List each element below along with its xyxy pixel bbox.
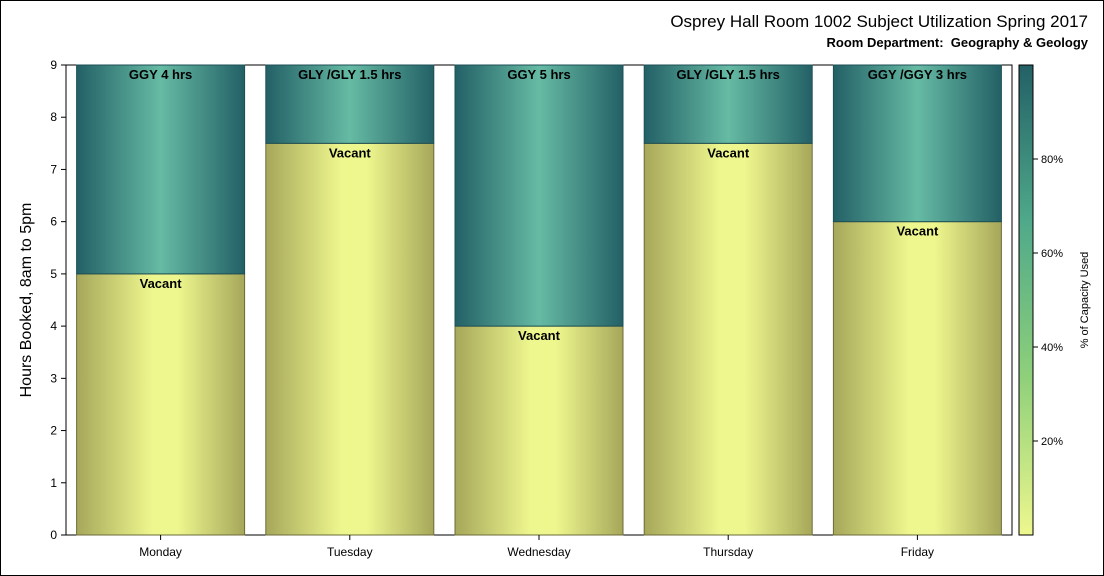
bar-label-booked-thursday: GLY /GLY 1.5 hrs — [677, 67, 780, 82]
y-tick-label: 0 — [50, 528, 57, 542]
y-tick-label: 1 — [50, 476, 57, 490]
x-axis: Monday Tuesday Wednesday Thursday Friday — [139, 535, 934, 559]
colorbar-title: % of Capacity Used — [1079, 252, 1091, 349]
x-tick-label-friday: Friday — [901, 545, 934, 559]
x-tick-label-thursday: Thursday — [703, 545, 753, 559]
y-tick-label: 9 — [50, 58, 57, 72]
x-tick-label-monday: Monday — [139, 545, 182, 559]
bar-label-vacant-monday: Vacant — [140, 276, 183, 291]
bar-label-vacant-thursday: Vacant — [707, 145, 750, 160]
colorbar-scale — [1018, 64, 1034, 536]
bar-booked-monday — [76, 64, 246, 275]
chart-subtitle: Room Department: Geography & Geology — [826, 35, 1088, 50]
bar-label-booked-friday: GGY /GGY 3 hrs — [868, 67, 967, 82]
bar-booked-thursday — [643, 64, 813, 144]
bar-label-booked-wednesday: GGY 5 hrs — [507, 67, 570, 82]
bar-label-booked-tuesday: GLY /GLY 1.5 hrs — [298, 67, 401, 82]
bar-vacant-monday — [76, 273, 246, 536]
colorbar-tick-label: 20% — [1041, 436, 1063, 448]
bar-booked-wednesday — [454, 64, 624, 327]
bar-label-vacant-tuesday: Vacant — [329, 145, 372, 160]
y-tick-label: 6 — [50, 215, 57, 229]
y-tick-label: 2 — [50, 424, 57, 438]
x-tick-label-tuesday: Tuesday — [327, 545, 373, 559]
colorbar-tick-label: 80% — [1041, 154, 1063, 166]
x-tick-label-wednesday: Wednesday — [507, 545, 570, 559]
colorbar-tick-label: 60% — [1041, 248, 1063, 260]
colorbar-legend: 20% 40% 60% 80% % of Capacity Used — [1018, 64, 1091, 536]
bar-vacant-wednesday — [454, 325, 624, 536]
plot-area: GGY 4 hrs Vacant GLY /GLY 1.5 hrs Vacant GGY… — [65, 64, 1013, 536]
bar-vacant-tuesday — [265, 142, 435, 536]
bar-vacant-thursday — [643, 142, 813, 536]
bar-label-vacant-wednesday: Vacant — [518, 328, 561, 343]
bar-label-booked-monday: GGY 4 hrs — [129, 67, 192, 82]
y-axis: 0 1 2 3 4 5 6 7 8 9 Hours Booked, 8am to 5pm — [18, 58, 66, 542]
y-tick-label: 7 — [50, 162, 57, 176]
bar-booked-tuesday — [265, 64, 435, 144]
bar-vacant-friday — [832, 221, 1002, 536]
bar-booked-friday — [832, 64, 1002, 223]
colorbar-tick-label: 40% — [1041, 342, 1063, 354]
y-tick-label: 3 — [50, 371, 57, 385]
y-axis-title: Hours Booked, 8am to 5pm — [18, 203, 35, 398]
y-tick-label: 8 — [50, 110, 57, 124]
y-tick-label: 4 — [50, 319, 57, 333]
chart-title: Osprey Hall Room 1002 Subject Utilizatio… — [670, 12, 1088, 31]
bar-label-vacant-friday: Vacant — [896, 224, 939, 239]
y-tick-label: 5 — [50, 267, 57, 281]
